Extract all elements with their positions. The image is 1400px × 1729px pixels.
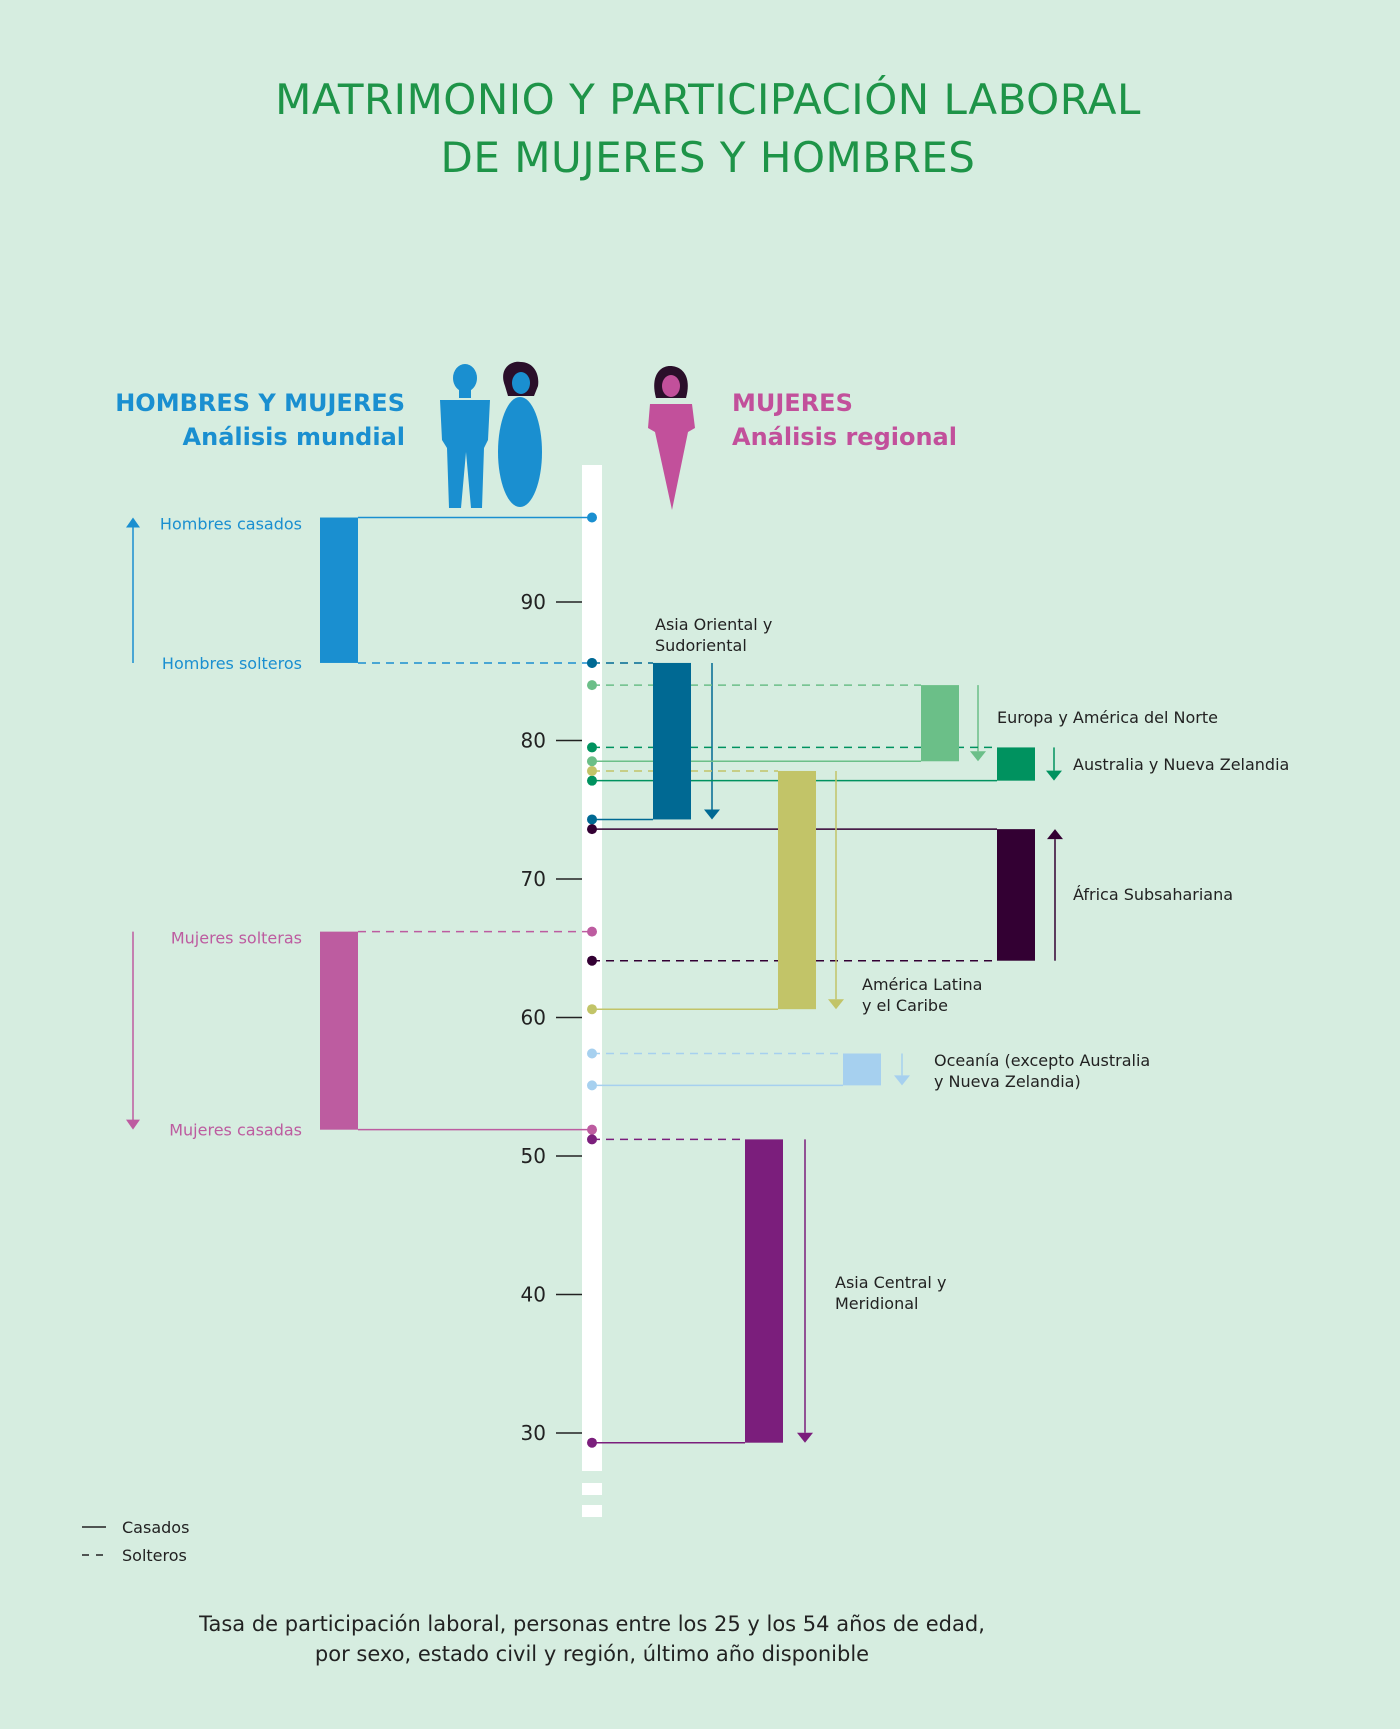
global-single-label: Mujeres solteras — [171, 929, 302, 948]
region-single-dot — [587, 955, 597, 966]
right-header-title: MUJERES — [732, 389, 853, 417]
axis-break-1 — [582, 1483, 602, 1495]
global-married-label: Hombres casados — [160, 515, 302, 534]
legend-single-label: Solteros — [122, 1546, 187, 1565]
region-bar — [921, 685, 959, 762]
tick-label: 70 — [521, 867, 546, 891]
region-single-dot — [587, 742, 597, 753]
left-header-title: HOMBRES Y MUJERES — [115, 389, 405, 417]
global-bar — [320, 517, 358, 663]
region-label: Europa y América del Norte — [997, 708, 1218, 727]
global-married-dot — [587, 1124, 597, 1135]
region-label: y el Caribe — [862, 996, 948, 1015]
chart-title-line1: MATRIMONIO Y PARTICIPACIÓN LABORAL — [275, 74, 1141, 124]
region-label: Asia Central y — [835, 1273, 946, 1292]
region-married-dot — [587, 814, 597, 825]
region-single-dot — [587, 657, 597, 668]
global-arrowhead — [126, 1119, 140, 1130]
region-arrowhead — [1047, 829, 1063, 840]
region-bar — [778, 770, 816, 1010]
axis-break-2 — [582, 1505, 602, 1517]
region-label: Meridional — [835, 1294, 918, 1313]
axis-bar — [582, 465, 602, 1471]
global-married-label: Mujeres casadas — [169, 1121, 302, 1140]
region-arrowhead — [828, 999, 844, 1010]
right-header-subtitle: Análisis regional — [732, 423, 957, 451]
region-arrowhead — [894, 1075, 910, 1086]
region-bar — [843, 1053, 881, 1086]
man-icon — [440, 364, 490, 508]
caption-line1: Tasa de participación laboral, personas … — [198, 1612, 985, 1636]
region-label: Oceanía (excepto Australia — [934, 1051, 1150, 1070]
region-married-dot — [587, 775, 597, 786]
region-married-dot — [587, 1437, 597, 1448]
global-single-label: Hombres solteros — [162, 654, 302, 673]
chart-title-line2: DE MUJERES Y HOMBRES — [441, 133, 976, 182]
woman-icon — [498, 361, 542, 507]
caption-line2: por sexo, estado civil y región, último … — [315, 1642, 869, 1666]
region-bar — [997, 829, 1035, 961]
region-label: América Latina — [862, 975, 982, 994]
region-single-dot — [587, 765, 597, 776]
region-label: África Subsahariana — [1073, 885, 1233, 904]
global-arrowhead — [126, 517, 140, 528]
region-single-dot — [587, 1134, 597, 1145]
region-label: Australia y Nueva Zelandia — [1073, 755, 1289, 774]
tick-label: 90 — [521, 590, 546, 614]
tick-label: 30 — [521, 1421, 546, 1445]
region-arrowhead — [1046, 770, 1062, 781]
global-bar — [320, 931, 358, 1130]
region-label: Asia Oriental y — [655, 615, 772, 634]
region-bar — [653, 662, 691, 820]
left-header-subtitle: Análisis mundial — [183, 423, 405, 451]
tick-label: 60 — [521, 1006, 546, 1030]
region-label: Sudoriental — [655, 636, 747, 655]
region-bar — [745, 1139, 783, 1443]
region-married-dot — [587, 756, 597, 767]
region-single-dot — [587, 680, 597, 691]
region-arrowhead — [704, 809, 720, 820]
region-bar — [997, 747, 1035, 781]
region-married-dot — [587, 824, 597, 835]
region-single-dot — [587, 1048, 597, 1059]
tick-label: 50 — [521, 1144, 546, 1168]
global-married-dot — [587, 512, 597, 523]
region-label: y Nueva Zelandia) — [934, 1072, 1081, 1091]
woman-regional-icon — [648, 366, 695, 510]
region-married-dot — [587, 1004, 597, 1015]
region-arrowhead — [970, 751, 986, 762]
tick-label: 40 — [521, 1283, 546, 1307]
global-single-dot — [587, 926, 597, 937]
region-arrowhead — [797, 1432, 813, 1443]
region-married-dot — [587, 1080, 597, 1091]
tick-label: 80 — [521, 729, 546, 753]
legend-married-label: Casados — [122, 1518, 189, 1537]
